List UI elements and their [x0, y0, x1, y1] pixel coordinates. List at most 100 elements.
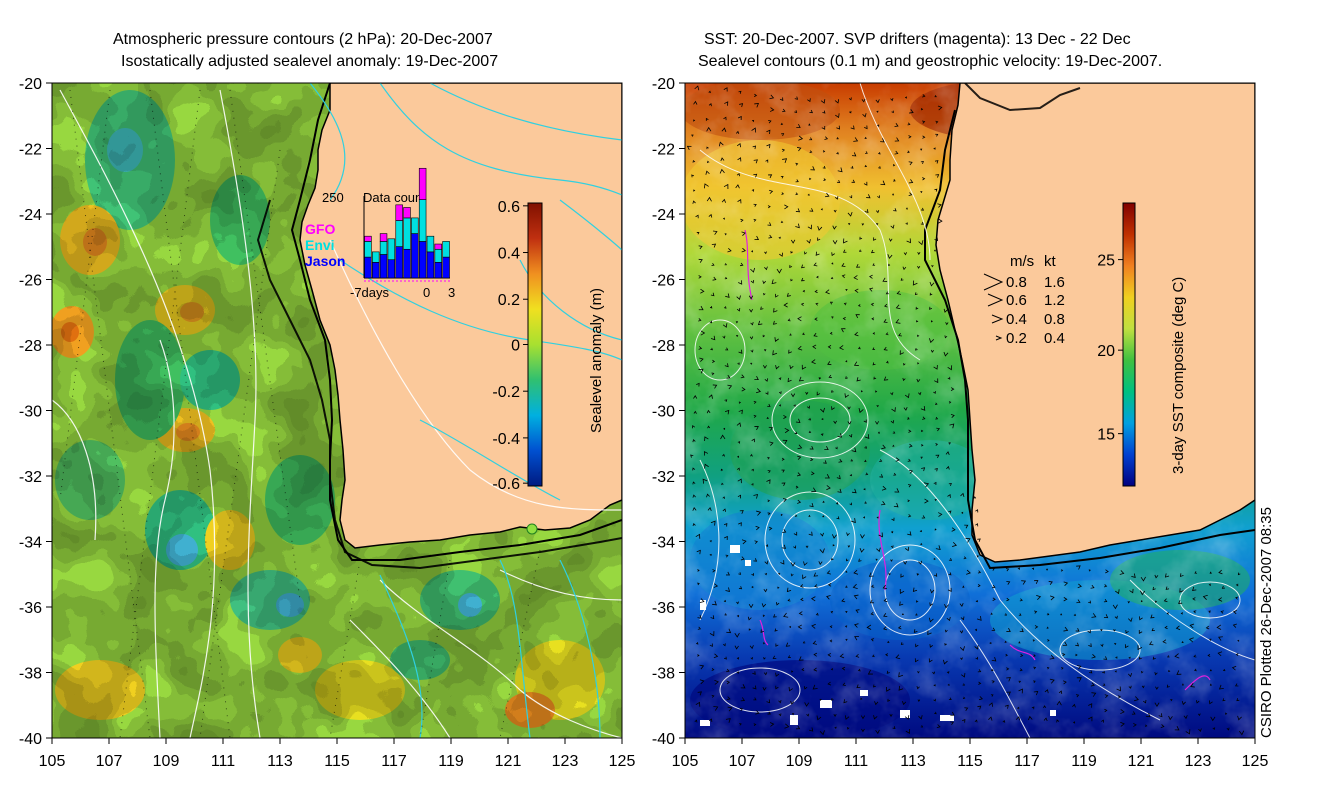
velocity-arrow	[829, 331, 833, 335]
velocity-arrow	[890, 545, 894, 549]
velocity-arrow	[1174, 726, 1180, 731]
velocity-arrow	[712, 384, 718, 389]
velocity-arrow	[847, 211, 853, 217]
velocity-arrow	[1048, 581, 1053, 586]
velocity-arrow	[1196, 700, 1200, 704]
velocity-arrow	[907, 531, 912, 536]
velocity-arrow	[920, 108, 924, 111]
velocity-arrow	[1032, 639, 1035, 642]
velocity-arrow	[725, 554, 729, 558]
velocity-arrow	[814, 317, 818, 321]
velocity-arrow	[871, 317, 875, 321]
velocity-arrow	[861, 98, 866, 103]
colorbar-ramp	[527, 202, 543, 487]
velocity-arrow	[1017, 706, 1020, 710]
velocity-arrow	[791, 670, 794, 673]
velocity-arrow	[767, 512, 771, 516]
velocity-arrow	[709, 643, 713, 648]
velocity-arrow	[1208, 583, 1212, 586]
velocity-arrow	[1031, 567, 1035, 570]
australia-land	[299, 83, 622, 549]
lat-tick-label: -20	[19, 76, 42, 93]
velocity-arrow	[706, 409, 711, 414]
velocity-arrow	[966, 569, 971, 575]
velocity-arrow	[736, 172, 740, 177]
lat-tick-label: -24	[19, 207, 42, 224]
velocity-arrow	[848, 222, 851, 226]
velocity-arrow	[807, 193, 810, 196]
velocity-arrow	[934, 188, 938, 192]
velocity-arrow	[740, 556, 745, 561]
velocity-arrow	[767, 222, 772, 226]
inset-bar-jason	[395, 246, 403, 279]
velocity-arrow	[693, 189, 696, 192]
velocity-arrow	[947, 587, 952, 592]
velocity-arrow	[763, 642, 766, 645]
velocity-arrow	[692, 159, 696, 163]
inset-bar-envi	[411, 217, 419, 234]
velocity-arrow	[1062, 680, 1067, 685]
velocity-arrow	[816, 391, 821, 396]
velocity-arrow	[1179, 573, 1184, 578]
velocity-arrow	[1133, 696, 1139, 702]
velocity-arrow	[849, 195, 853, 199]
velocity-arrow	[788, 686, 793, 692]
velocity-arrow	[1189, 623, 1195, 629]
inset-title: Data count	[363, 190, 426, 205]
velocity-arrow	[860, 534, 865, 539]
velocity-arrow	[933, 365, 938, 370]
velocity-arrow	[1103, 599, 1108, 603]
velocity-arrow	[860, 697, 863, 700]
velocity-arrow	[914, 347, 918, 351]
velocity-arrow	[768, 234, 773, 239]
velocity-arrow	[767, 499, 771, 503]
lon-tick-label: 111	[211, 753, 235, 770]
velocity-arrow	[768, 174, 773, 179]
velocity-arrow	[934, 528, 937, 531]
velocity-arrow	[757, 320, 763, 326]
velocity-arrow	[898, 672, 904, 678]
velocity-arrow	[824, 192, 830, 198]
lon-tick-label: 109	[786, 753, 813, 770]
velocity-arrow	[916, 573, 920, 576]
sealevel-contours	[694, 83, 1255, 738]
velocity-arrow	[841, 666, 846, 671]
velocity-arrow	[1149, 641, 1154, 646]
velocity-arrow	[708, 213, 713, 218]
velocity-arrow	[908, 443, 913, 448]
lat-tick-label: -38	[19, 666, 42, 683]
inset-bar-jason	[387, 259, 396, 279]
velocity-arrow	[950, 711, 955, 716]
velocity-arrow	[886, 360, 889, 364]
velocity-arrow	[1006, 667, 1010, 671]
velocity-arrow	[801, 668, 805, 671]
lat-tick-label: -30	[652, 404, 675, 421]
velocity-arrow	[726, 696, 731, 701]
velocity-arrow	[858, 407, 864, 414]
velocity-arrow	[802, 289, 805, 293]
lat-tick-label: -34	[19, 535, 42, 552]
sealevel-colorbar: 0.6 0.4 0.2 0 -0.2 -0.4 -0.6	[492, 199, 543, 493]
velocity-arrow	[711, 668, 715, 671]
velocity-arrow	[977, 570, 982, 574]
velocity-arrow	[929, 338, 935, 344]
velocity-arrow	[975, 509, 979, 513]
velocity-arrow	[1056, 700, 1062, 706]
velocity-arrow	[908, 429, 912, 433]
velocity-arrow	[838, 458, 843, 463]
velocity-arrow	[794, 514, 798, 517]
velocity-arrow	[894, 123, 899, 127]
velocity-arrow	[872, 332, 876, 335]
velocity-arrow	[1225, 712, 1228, 715]
velocity-arrow	[929, 602, 934, 607]
velocity-arrow	[812, 684, 818, 690]
velocity-arrow	[873, 237, 877, 241]
velocity-arrow	[922, 416, 926, 420]
velocity-arrow	[780, 513, 783, 516]
velocity-arrow	[712, 230, 718, 235]
velocity-arrow	[991, 584, 996, 589]
velocity-arrow	[808, 123, 811, 126]
velocity-arrow	[704, 436, 709, 442]
velocity-arrow	[836, 516, 840, 520]
velocity-arrow	[1088, 716, 1093, 722]
